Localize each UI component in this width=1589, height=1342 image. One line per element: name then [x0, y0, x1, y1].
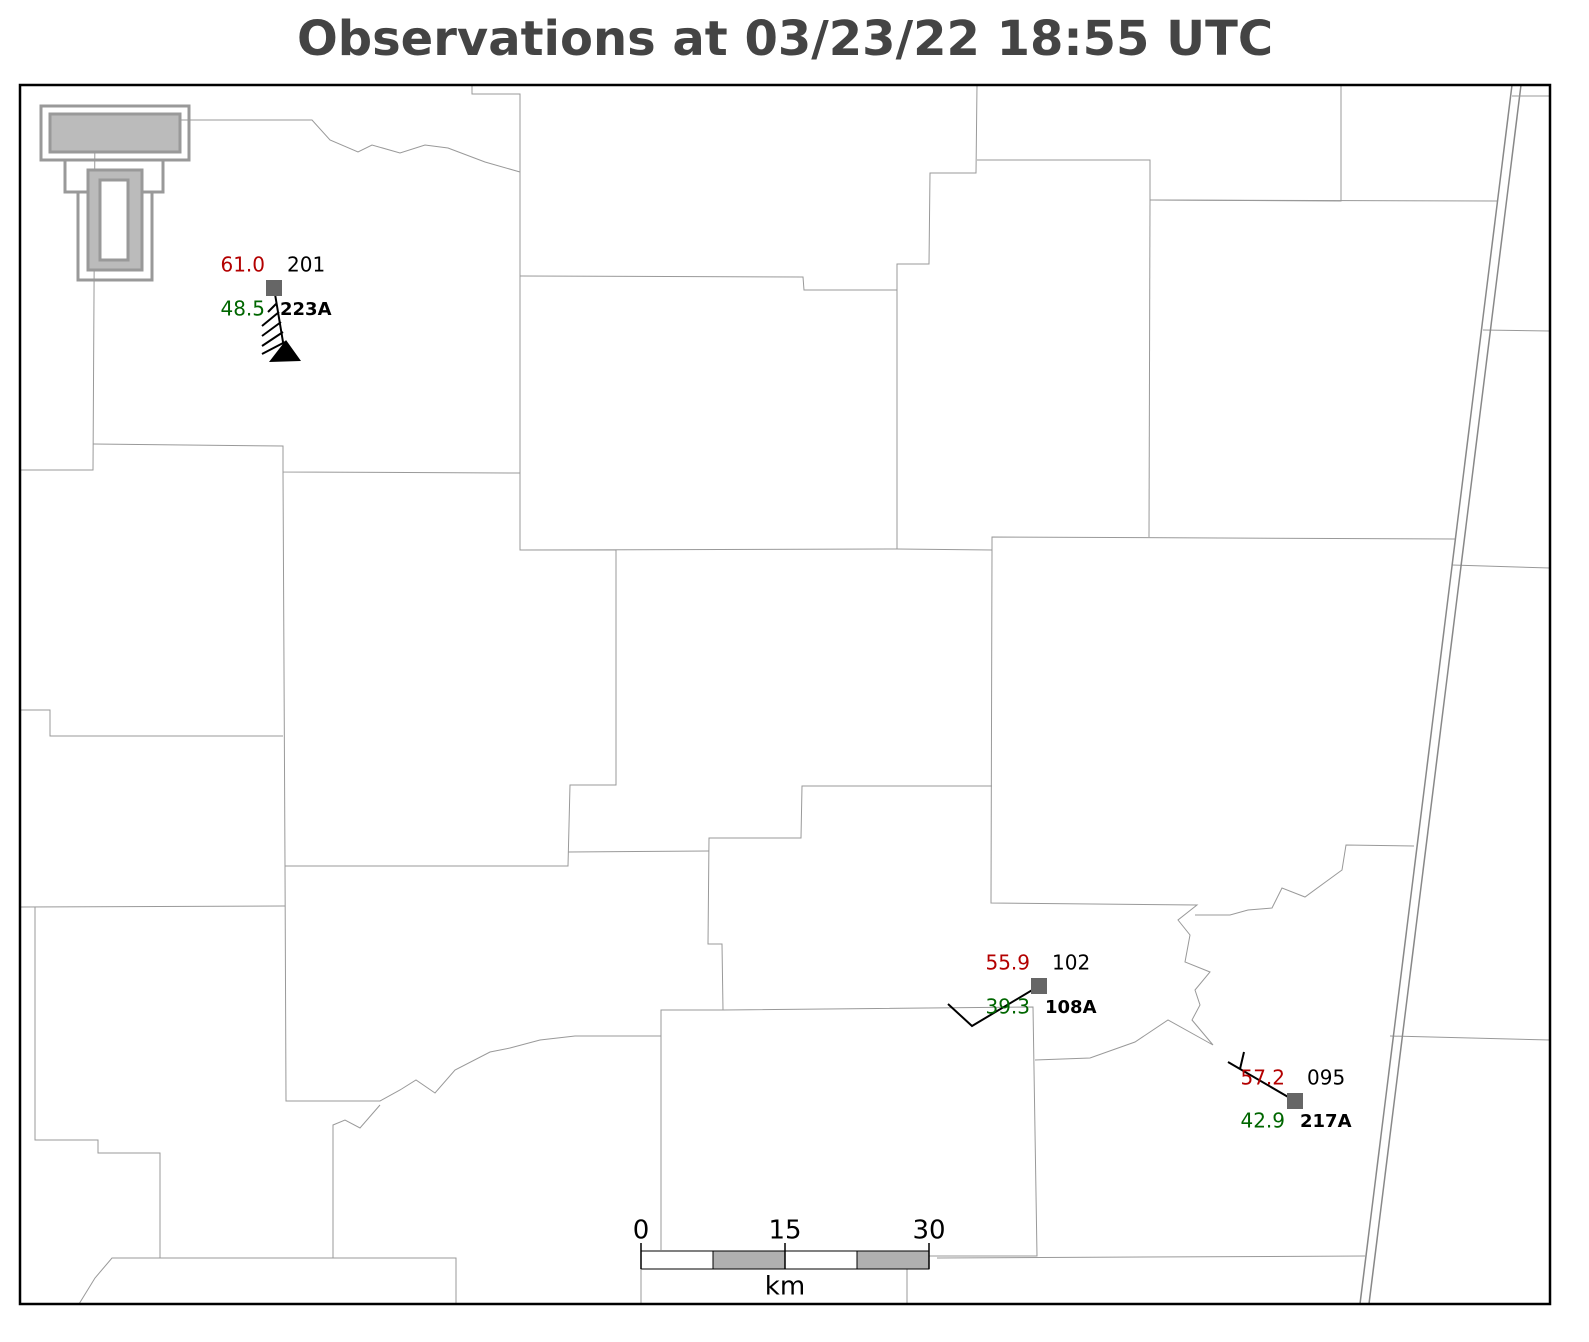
pressure: 095 [1307, 1066, 1345, 1090]
station-marker [1031, 978, 1047, 994]
station-plot: 57.2 095 42.9 217A [1227, 1051, 1352, 1133]
station-id: 223A [280, 299, 332, 320]
scale-segment [856, 1250, 930, 1270]
university-logo [39, 104, 191, 282]
pressure: 201 [287, 253, 325, 277]
county-lines [19, 84, 1551, 1305]
wind-barb [1227, 1051, 1296, 1102]
wind-flag [269, 340, 301, 362]
scale-bar: km 0 15 30 [633, 1216, 946, 1302]
temperature: 55.9 [985, 951, 1030, 975]
temperature: 61.0 [220, 253, 265, 277]
station-id: 217A [1300, 1111, 1352, 1132]
scale-tick-label: 15 [768, 1216, 801, 1246]
map-frame [18, 83, 1552, 1306]
scale-segment [640, 1250, 714, 1270]
scale-unit: km [765, 1272, 805, 1302]
station-plot: 61.0 201 48.5 223A [220, 253, 332, 362]
dewpoint: 42.9 [1240, 1109, 1285, 1133]
scale-segment [784, 1250, 858, 1270]
map-title: Observations at 03/23/22 18:55 UTC [297, 11, 1273, 67]
scale-tick-label: 30 [912, 1216, 945, 1246]
station-id: 108A [1045, 997, 1097, 1018]
wind-barb [947, 985, 1040, 1028]
station-marker [266, 280, 282, 296]
station-plot: 55.9 102 39.3 108A [947, 951, 1097, 1028]
scale-segment [712, 1250, 786, 1270]
station-marker [1287, 1093, 1303, 1109]
pressure: 102 [1052, 951, 1090, 975]
temperature: 57.2 [1240, 1066, 1285, 1090]
dewpoint: 39.3 [985, 995, 1030, 1019]
scale-tick-label: 0 [633, 1216, 650, 1246]
wind-barb [261, 287, 287, 361]
dewpoint: 48.5 [220, 297, 265, 321]
